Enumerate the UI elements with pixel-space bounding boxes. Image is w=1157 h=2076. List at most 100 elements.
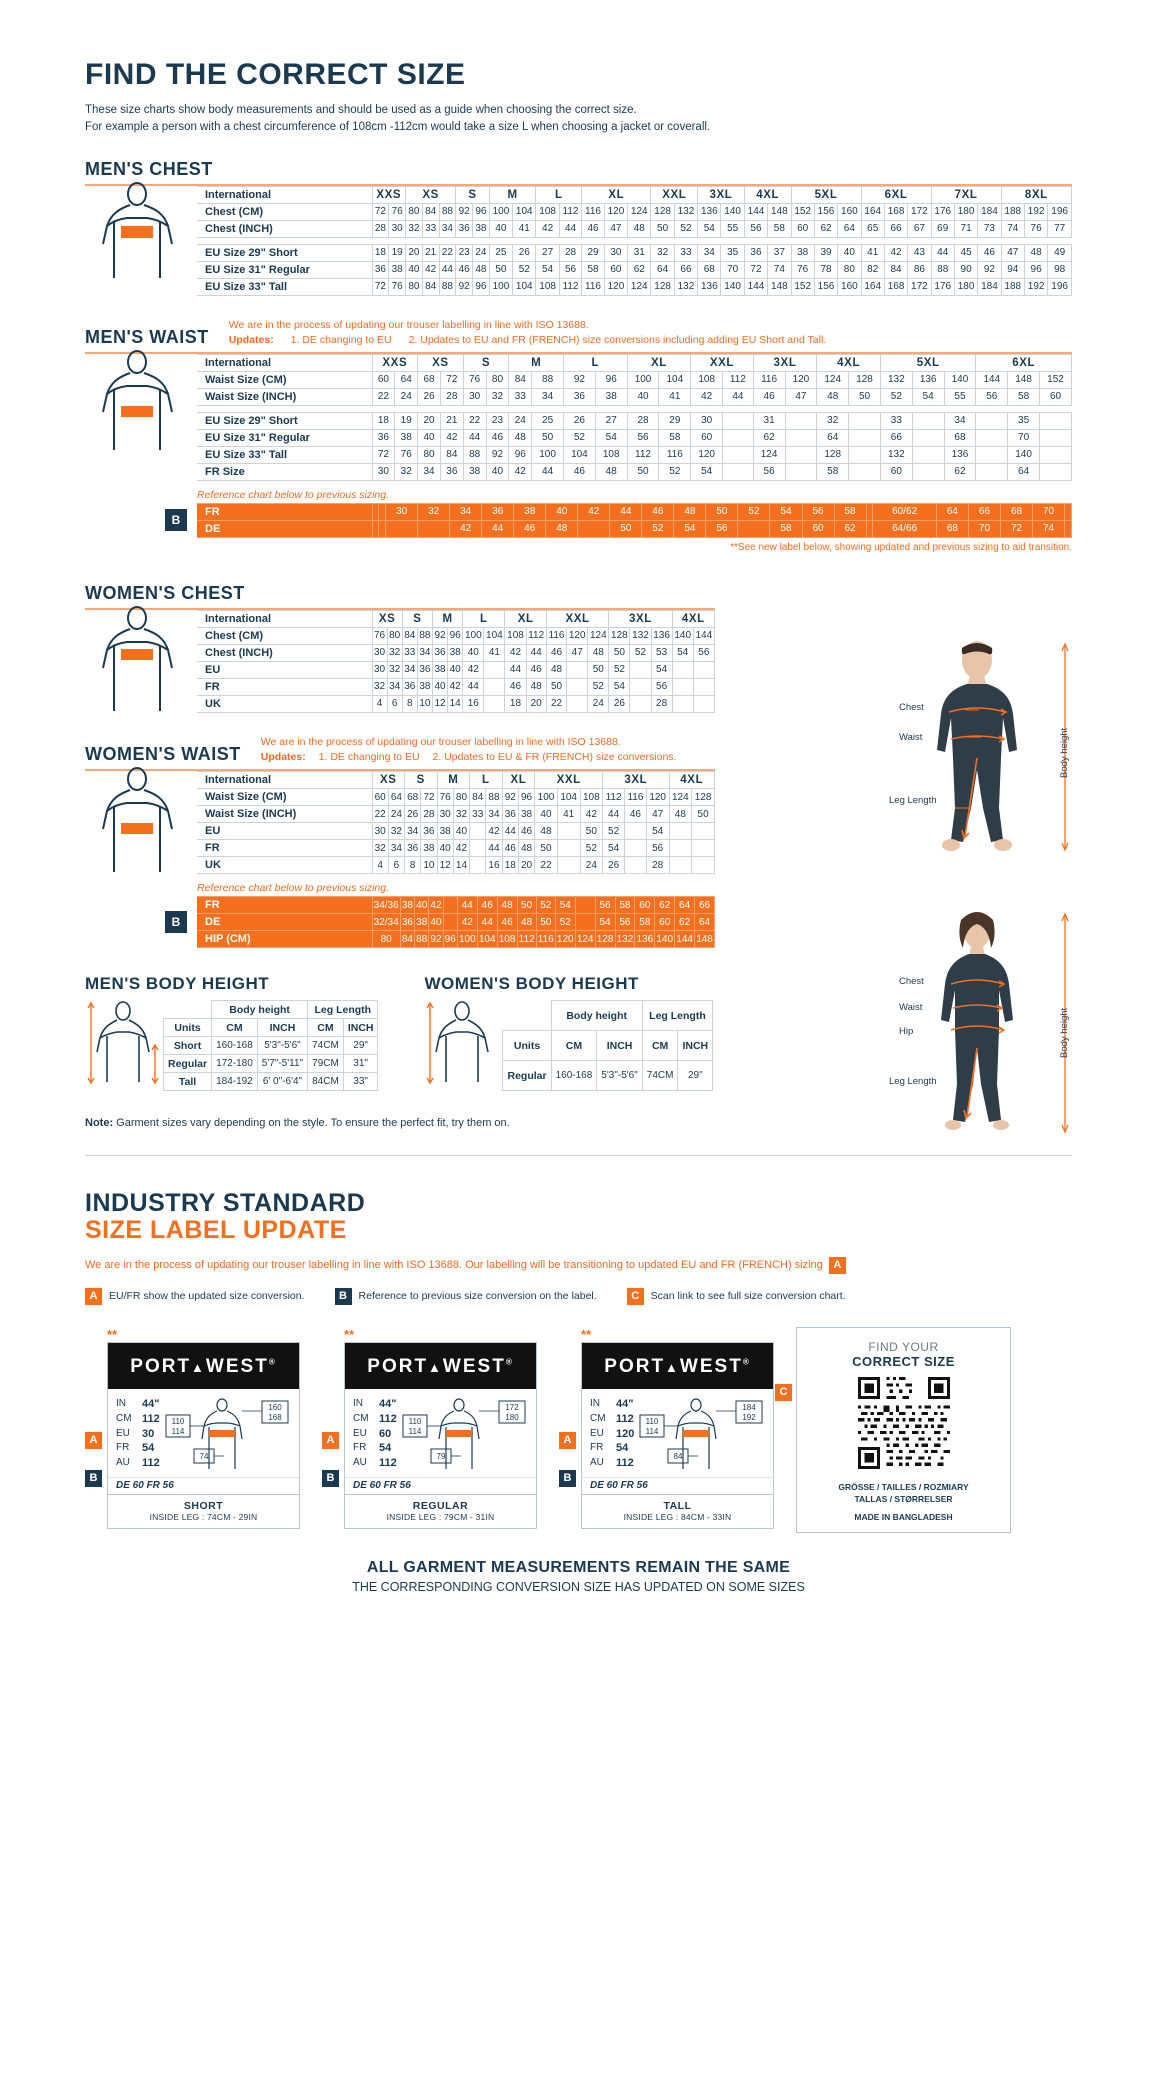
mens-waist-header: MEN'S WAIST We are in the process of upd… — [85, 318, 1072, 348]
table-cell: 100 — [531, 445, 564, 464]
table-cell — [722, 411, 754, 430]
previous-size-line: DE 60 FR 56 — [108, 1476, 299, 1494]
table-cell — [442, 896, 458, 915]
table-cell: 112 — [626, 445, 660, 464]
label-card-body: IN 44" CM 112 EU 60 FR 54 AU 112 — [345, 1389, 536, 1477]
table-cell: 94 — [1000, 260, 1025, 279]
brand-name: PORT▲WEST® — [604, 1355, 751, 1377]
table-cell: 136 — [911, 370, 945, 389]
update-2: 2. Updates to EU & FR (FRENCH) size conv… — [432, 751, 677, 764]
table-row: EU Size 33" Tall 72 76 80 84 88 92 96 100 104 108 1… — [197, 445, 1072, 464]
table-cell: 148 — [1007, 370, 1040, 389]
table-row: Tall 184-192 6' 0"-6'4" 84CM 33" — [162, 1072, 379, 1092]
table-cell: 46 — [501, 839, 519, 858]
code-key: CM — [353, 1412, 369, 1424]
table-cell: 136 — [650, 626, 673, 645]
table-cell: 18 — [371, 243, 390, 262]
table-cell: 104 — [658, 370, 692, 389]
table-cell: 26 — [608, 694, 631, 713]
row-label: International — [197, 609, 373, 628]
row-label: Chest (CM) — [197, 626, 373, 645]
table-cell: 42 — [449, 519, 483, 538]
row-label: EU Size 29" Short — [197, 243, 373, 262]
previous-size-line: DE 60 FR 56 — [345, 1476, 536, 1494]
table-cell: 38 — [790, 243, 815, 262]
table-cell: 120 — [690, 445, 724, 464]
table-cell: 28 — [558, 243, 583, 262]
table-cell: 56 — [614, 913, 636, 932]
code-key: EU — [353, 1427, 367, 1439]
table-cell — [577, 519, 611, 538]
table-cell: 29" — [342, 1036, 379, 1056]
table-cell: 120 — [554, 930, 576, 949]
table-cell: 56 — [743, 219, 769, 238]
table-cell: 41 — [658, 387, 692, 406]
table-cell: 60 — [879, 462, 913, 481]
table-cell — [566, 694, 589, 713]
table-cell: 36 — [743, 243, 769, 262]
code-key: CM — [590, 1412, 606, 1424]
table-cell: 132 — [629, 626, 652, 645]
womens-waist-table: International XS S M L XL XXL 3XL 4XL Wa… — [197, 771, 715, 875]
col-group-leg-length: Leg Length — [307, 1000, 379, 1020]
table-cell: 24 — [508, 411, 533, 430]
table-cell: 39 — [813, 243, 839, 262]
tag-b: B — [334, 1287, 352, 1305]
row-label: EU Size 29" Short — [197, 411, 373, 430]
table-cell: 132 — [614, 930, 636, 949]
footer-line-2: THE CORRESPONDING CONVERSION SIZE HAS UP… — [352, 1579, 805, 1594]
table-cell: 47 — [645, 805, 670, 824]
table-cell: 74 — [1000, 219, 1025, 238]
code-key: IN — [353, 1397, 363, 1409]
table-cell: 30 — [371, 822, 389, 841]
table-cell: 21 — [421, 243, 440, 262]
table-cell: 48 — [668, 805, 693, 824]
table-cell: 72 — [743, 260, 769, 279]
table-cell: 46 — [545, 643, 568, 662]
update-2: 2. Updates to EU and FR (FRENCH) size co… — [408, 333, 827, 346]
table-cell: 92 — [501, 788, 519, 807]
code-row: AU 112 — [353, 1456, 397, 1471]
womens-waist-body: Waist Size (CM) 60 64 68 72 76 80 84 88 92 96 100 10… — [197, 788, 715, 875]
table-cell: 45 — [953, 243, 979, 262]
table-row: Waist Size (CM) 60 64 68 72 76 80 84 88 92 96 100 10… — [197, 788, 715, 807]
table-cell: 116 — [624, 788, 647, 807]
table-cell: 76 — [436, 788, 454, 807]
table-cell: 48 — [545, 519, 579, 538]
womens-chest-table-wrap: International XS S M L XL XXL 3XL 4XL Ch… — [85, 605, 716, 713]
size-group: XS — [417, 353, 464, 372]
table-cell: 160-168 — [211, 1036, 258, 1056]
table-cell: 18 — [504, 694, 527, 713]
table-cell: 44 — [456, 896, 478, 915]
table-cell: 28 — [645, 856, 670, 875]
table-cell: 116 — [752, 370, 786, 389]
table-cell: 54 — [650, 660, 673, 679]
table-cell: 38 — [513, 502, 547, 521]
code-value: 112 — [142, 1457, 160, 1470]
table-cell: 28 — [439, 387, 464, 406]
table-cell: 62 — [752, 428, 786, 447]
code-key: FR — [590, 1442, 604, 1454]
size-group: 6XL — [975, 353, 1072, 372]
table-cell: 52 — [602, 822, 625, 841]
col-group-body-height: Body height — [211, 1000, 309, 1020]
table-cell: 36 — [399, 913, 416, 932]
table-cell: 104 — [556, 788, 581, 807]
table-cell: 38 — [594, 387, 628, 406]
table-cell: 100 — [456, 930, 478, 949]
table-cell: 37 — [767, 243, 792, 262]
table-cell: 60/62 — [872, 502, 937, 521]
table-cell: 30 — [603, 243, 629, 262]
table-cell: 66 — [673, 260, 699, 279]
brand-bar: PORT▲WEST® — [345, 1342, 536, 1389]
qr-code-icon[interactable] — [857, 1376, 950, 1469]
table-cell: 92 — [431, 626, 449, 645]
tag-a-card: A — [322, 1431, 339, 1449]
table-cell: 32 — [371, 839, 389, 858]
code-value: 112 — [616, 1412, 634, 1425]
table-cell — [556, 839, 581, 858]
table-cell: 33 — [469, 805, 487, 824]
table-cell: 26 — [417, 387, 441, 406]
womens-chest-header: WOMEN'S CHEST — [85, 583, 1072, 604]
legend-item-c: C Scan link to see full size conversion … — [626, 1287, 846, 1305]
